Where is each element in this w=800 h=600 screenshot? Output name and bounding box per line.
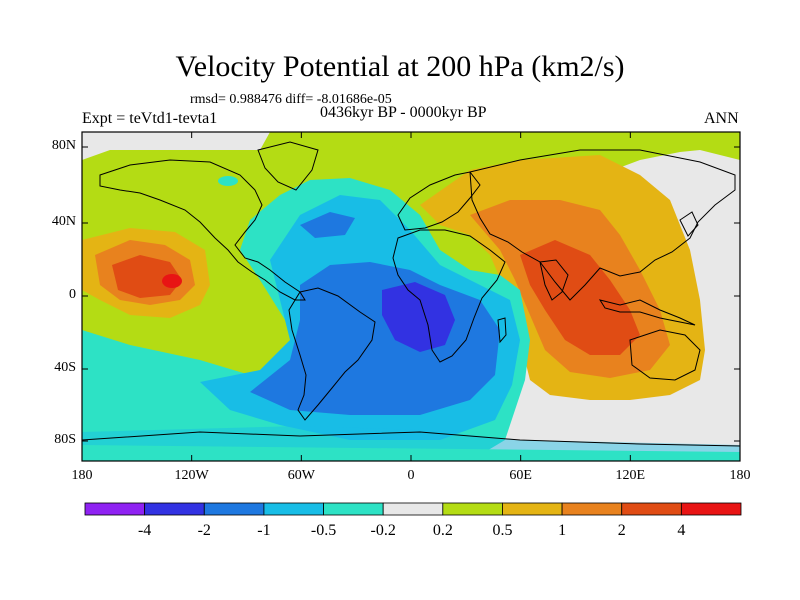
lat-label: 40N: [51, 214, 76, 229]
lon-label: 120E: [615, 468, 646, 483]
colorbar-swatch: [382, 502, 444, 516]
colorbar-swatch: [442, 502, 503, 516]
lon-label: 120W: [174, 468, 209, 483]
lon-label: 60W: [287, 468, 315, 483]
lon-label: 180: [71, 468, 93, 483]
lon-label: 60E: [509, 468, 532, 483]
stats-line: rmsd= 0.988476 diff= -8.01686e-05: [190, 92, 392, 107]
season-label: ANN: [704, 110, 739, 127]
period-label: 0436kyr BP - 0000kyr BP: [320, 104, 487, 121]
colorbar-swatch: [680, 502, 742, 516]
colorbar-swatch: [263, 502, 324, 516]
colorbar-swatch: [502, 502, 563, 516]
lon-label: 180: [729, 468, 751, 483]
colorbar-label: 0.2: [432, 522, 453, 539]
colorbar-swatch: [323, 502, 384, 516]
colorbar-swatch: [203, 502, 265, 516]
colorbar-label: -2: [197, 522, 211, 539]
colorbar-label: -1: [257, 522, 271, 539]
axis-ticks: [81, 132, 741, 461]
lat-label: 80N: [51, 138, 76, 153]
colorbar: [84, 502, 742, 516]
colorbar-label: -4: [137, 522, 152, 539]
lat-label: 80S: [54, 432, 76, 447]
map-title: Velocity Potential at 200 hPa (km2/s): [175, 50, 625, 83]
greenland-patch: [218, 176, 238, 186]
contour-field: [82, 132, 740, 461]
colorbar-swatch: [561, 502, 623, 516]
colorbar-swatch: [621, 502, 682, 516]
lat-label: 40S: [54, 360, 76, 375]
lon-label: 0: [407, 468, 415, 483]
experiment-label: Expt = teVtd1-tevta1: [82, 110, 218, 127]
colorbar-swatch: [84, 502, 146, 516]
colorbar-label: 0.5: [492, 522, 513, 539]
colorbar-label: 4: [677, 522, 686, 539]
colorbar-label: 2: [617, 522, 626, 539]
colorbar-label: -0.5: [310, 522, 337, 539]
colorbar-label: 1: [558, 522, 567, 539]
lat-label: 0: [69, 287, 76, 302]
negative-anomaly-region: [82, 178, 530, 461]
colorbar-label: -0.2: [370, 522, 396, 539]
colorbar-swatch: [144, 502, 205, 516]
coastlines: [82, 141, 740, 447]
